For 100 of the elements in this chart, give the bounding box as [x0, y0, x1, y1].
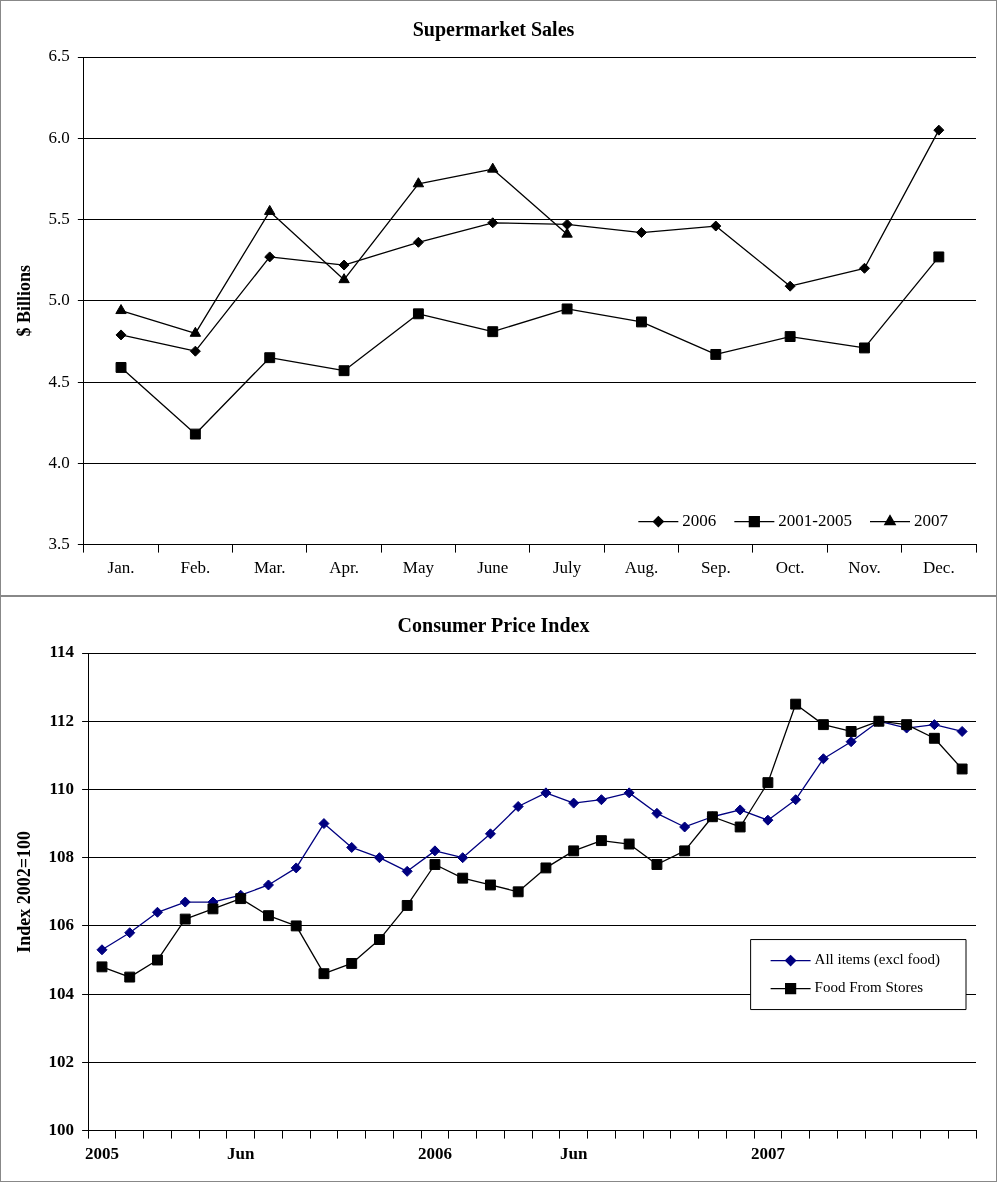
point	[373, 852, 385, 864]
x-tick-label: Dec.	[923, 558, 955, 578]
point	[412, 236, 424, 248]
point	[115, 329, 127, 341]
point	[115, 304, 127, 315]
point	[115, 361, 127, 373]
y-tick-label: 106	[48, 915, 75, 935]
legend-label: Food From Stores	[814, 979, 924, 996]
point	[956, 763, 968, 775]
point	[568, 797, 580, 809]
point	[595, 835, 607, 847]
y-tick-label: 4.0	[48, 452, 70, 472]
point	[487, 162, 499, 173]
x-tick-label: Mar.	[253, 558, 286, 578]
y-tick-label: 102	[48, 1051, 75, 1071]
y-tick-label: 100	[48, 1119, 75, 1139]
point	[318, 818, 330, 830]
point	[96, 944, 108, 956]
point	[651, 807, 663, 819]
y-tick-label: 104	[48, 983, 75, 1003]
y-tick-label: 114	[49, 642, 75, 662]
y-tick-label: 5.0	[48, 290, 70, 310]
point	[96, 961, 108, 973]
point	[790, 794, 802, 806]
point	[561, 227, 573, 238]
point	[623, 838, 635, 850]
point	[762, 777, 774, 789]
legend-label: 2006	[682, 511, 717, 531]
x-tick-label: Oct.	[775, 558, 805, 578]
point	[401, 865, 413, 877]
x-tick-label: July	[552, 558, 582, 578]
x-tick-label: Sep.	[700, 558, 731, 578]
x-tick-label: Apr.	[329, 558, 359, 578]
x-tick-label: June	[477, 558, 509, 578]
point	[429, 845, 441, 857]
x-tick-label: Nov.	[848, 558, 881, 578]
point	[928, 732, 940, 744]
point	[412, 308, 424, 320]
point	[651, 859, 663, 870]
point	[457, 872, 469, 884]
y-tick-label: 6.5	[48, 46, 70, 66]
x-tick-label: Aug.	[624, 558, 659, 578]
chart-title: Supermarket Sales	[412, 18, 575, 42]
point	[845, 736, 857, 748]
point	[290, 920, 302, 932]
point	[235, 893, 247, 905]
point	[734, 821, 746, 833]
y-tick-label: 3.5	[48, 534, 70, 554]
y-tick-label: 112	[49, 710, 75, 730]
point	[264, 352, 276, 364]
point	[412, 177, 425, 188]
y-tick-label: 4.5	[48, 371, 70, 391]
point	[338, 273, 350, 284]
point	[179, 896, 191, 908]
point	[179, 913, 191, 925]
point	[859, 342, 870, 354]
point	[484, 828, 496, 840]
point	[263, 910, 274, 922]
point	[124, 927, 136, 939]
point	[784, 280, 796, 292]
point	[635, 227, 647, 239]
point	[568, 845, 580, 857]
point	[189, 326, 202, 337]
y-tick-label: 108	[48, 847, 75, 867]
x-tick-label: 2006	[417, 1144, 452, 1164]
point	[784, 331, 796, 343]
point	[338, 259, 350, 271]
legend-label: 2001-2005	[778, 511, 853, 531]
point	[540, 787, 552, 799]
point	[264, 251, 276, 263]
point	[734, 804, 746, 816]
point	[290, 862, 302, 874]
x-tick-label: 2005	[84, 1144, 119, 1164]
point	[679, 821, 691, 833]
y-axis-title: $ Billions	[14, 265, 35, 337]
point	[623, 787, 635, 799]
point	[487, 326, 499, 338]
point	[595, 794, 607, 806]
point	[512, 886, 524, 898]
point	[264, 204, 276, 215]
point	[762, 814, 774, 826]
point	[124, 971, 136, 983]
point	[817, 753, 829, 765]
x-tick-label: May	[402, 558, 435, 578]
point	[346, 841, 358, 853]
x-tick-label: 2007	[750, 1144, 786, 1164]
y-tick-label: 6.0	[48, 127, 70, 147]
y-tick-label: 5.5	[48, 209, 70, 228]
point	[152, 954, 163, 966]
point	[189, 345, 201, 357]
point	[207, 903, 219, 915]
point	[512, 801, 524, 813]
x-tick-label: Jun	[559, 1144, 588, 1164]
point	[151, 906, 163, 918]
point	[262, 879, 274, 891]
point	[635, 316, 647, 328]
legend-label: All items (excl food)	[814, 951, 941, 969]
point	[346, 957, 358, 969]
point	[484, 879, 496, 891]
point	[457, 852, 469, 864]
